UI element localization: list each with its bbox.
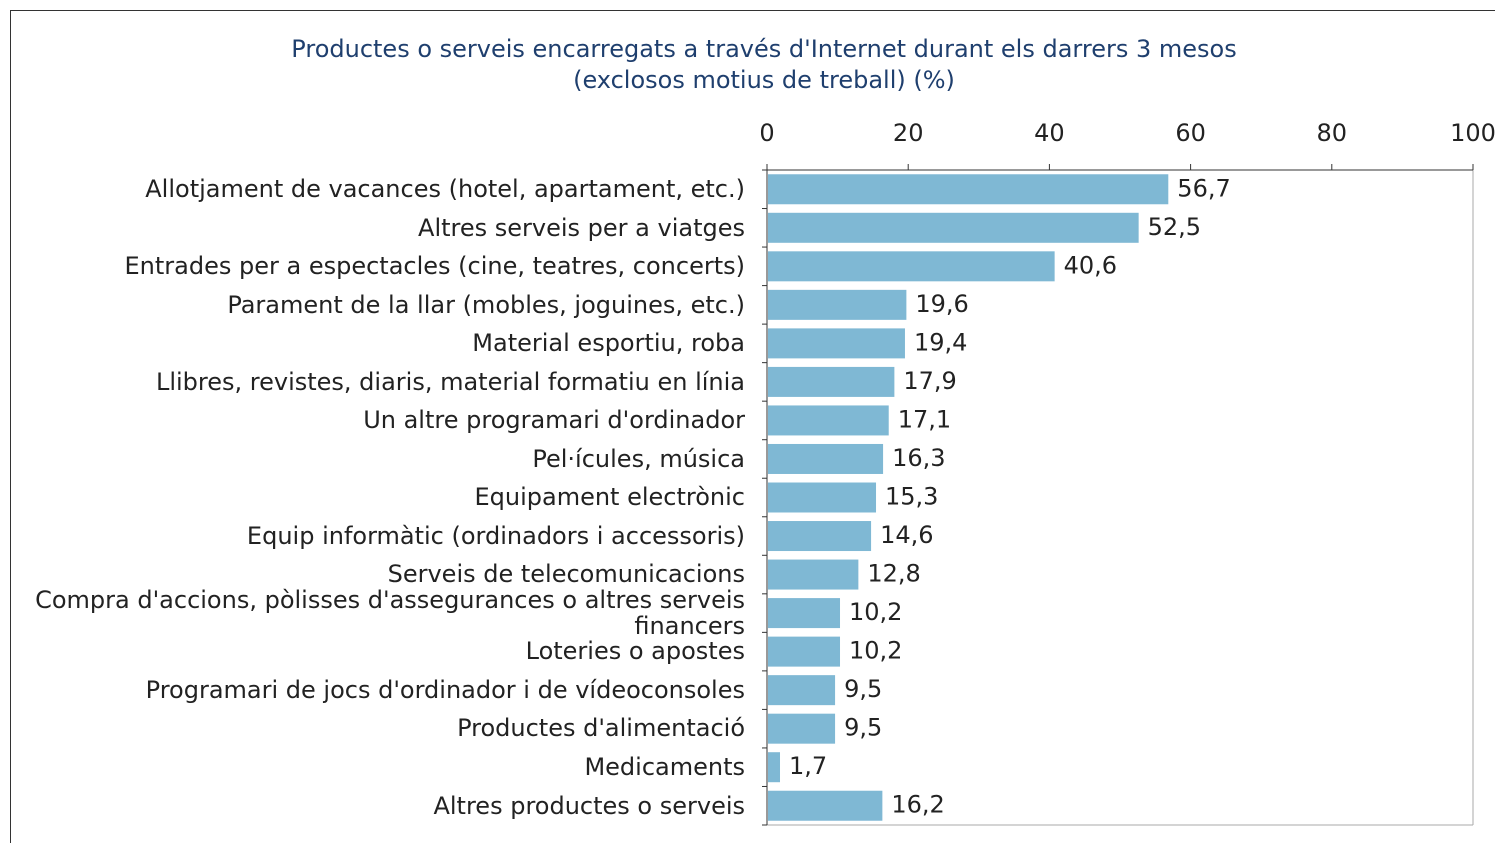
bar [768, 598, 841, 629]
x-tick-label: 40 [1034, 119, 1065, 147]
y-tick-label: Altres serveis per a viatges [418, 213, 745, 242]
y-tick-label: Altres productes o serveis [433, 791, 745, 820]
bar [768, 251, 1055, 282]
x-tick-label: 60 [1175, 119, 1206, 147]
y-tick-label: Un altre programari d'ordinador [363, 406, 745, 435]
bar [768, 443, 884, 474]
value-label: 17,9 [903, 367, 956, 395]
y-tick-label: Equip informàtic (ordinadors i accessori… [246, 521, 745, 550]
value-label: 16,2 [891, 791, 944, 819]
bar [768, 790, 883, 821]
value-label: 12,8 [867, 560, 920, 588]
value-label: 15,3 [885, 483, 938, 511]
x-tick-label: 100 [1450, 119, 1495, 147]
bar [768, 482, 877, 513]
value-label: 19,4 [914, 328, 967, 356]
value-label: 16,3 [892, 444, 945, 472]
bar [768, 289, 907, 320]
y-tick-label: Programari de jocs d'ordinador i de víde… [145, 675, 745, 704]
value-label: 56,7 [1177, 174, 1230, 202]
bar [768, 636, 841, 667]
y-tick-label: Equipament electrònic [474, 483, 745, 512]
bar [768, 675, 836, 706]
chart-title: Productes o serveis encarregats a través… [291, 35, 1236, 63]
bar [768, 405, 889, 436]
y-tick-label: Pel·ícules, música [532, 444, 745, 473]
y-tick-label: Material esportiu, roba [472, 329, 745, 358]
value-label: 9,5 [844, 714, 882, 742]
y-tick-label: Compra d'accions, pòlisses d'assegurance… [35, 585, 745, 641]
frame [10, 10, 1495, 843]
value-label: 14,6 [880, 521, 933, 549]
bar [768, 212, 1139, 243]
y-tick-label: Llibres, revistes, diaris, material form… [155, 367, 745, 396]
y-tick-label: Loteries o apostes [525, 637, 745, 666]
x-tick-label: 80 [1317, 119, 1348, 147]
bar [768, 752, 781, 783]
y-tick-label: Entrades per a espectacles (cine, teatre… [124, 252, 745, 281]
value-label: 9,5 [844, 675, 882, 703]
chart-subtitle: (exclosos motius de treball) (%) [573, 66, 955, 94]
value-label: 17,1 [898, 405, 951, 433]
x-tick-label: 20 [893, 119, 924, 147]
value-label: 19,6 [915, 290, 968, 318]
y-tick-label: Medicaments [584, 753, 745, 781]
bar [768, 366, 895, 397]
value-label: 1,7 [789, 752, 827, 780]
value-label: 10,2 [849, 598, 902, 626]
x-tick-label: 0 [759, 119, 774, 147]
value-label: 10,2 [849, 637, 902, 665]
y-tick-label: Productes d'alimentació [457, 714, 745, 743]
bar [768, 328, 905, 359]
bar [768, 174, 1169, 205]
bar [768, 713, 836, 744]
y-tick-label: Allotjament de vacances (hotel, apartame… [145, 175, 745, 204]
value-label: 40,6 [1064, 251, 1117, 279]
bar [768, 521, 872, 552]
y-tick-label: Serveis de telecomunicacions [387, 560, 745, 589]
value-label: 52,5 [1148, 213, 1201, 241]
bar [768, 559, 859, 590]
y-tick-label: Parament de la llar (mobles, joguines, e… [227, 290, 745, 319]
